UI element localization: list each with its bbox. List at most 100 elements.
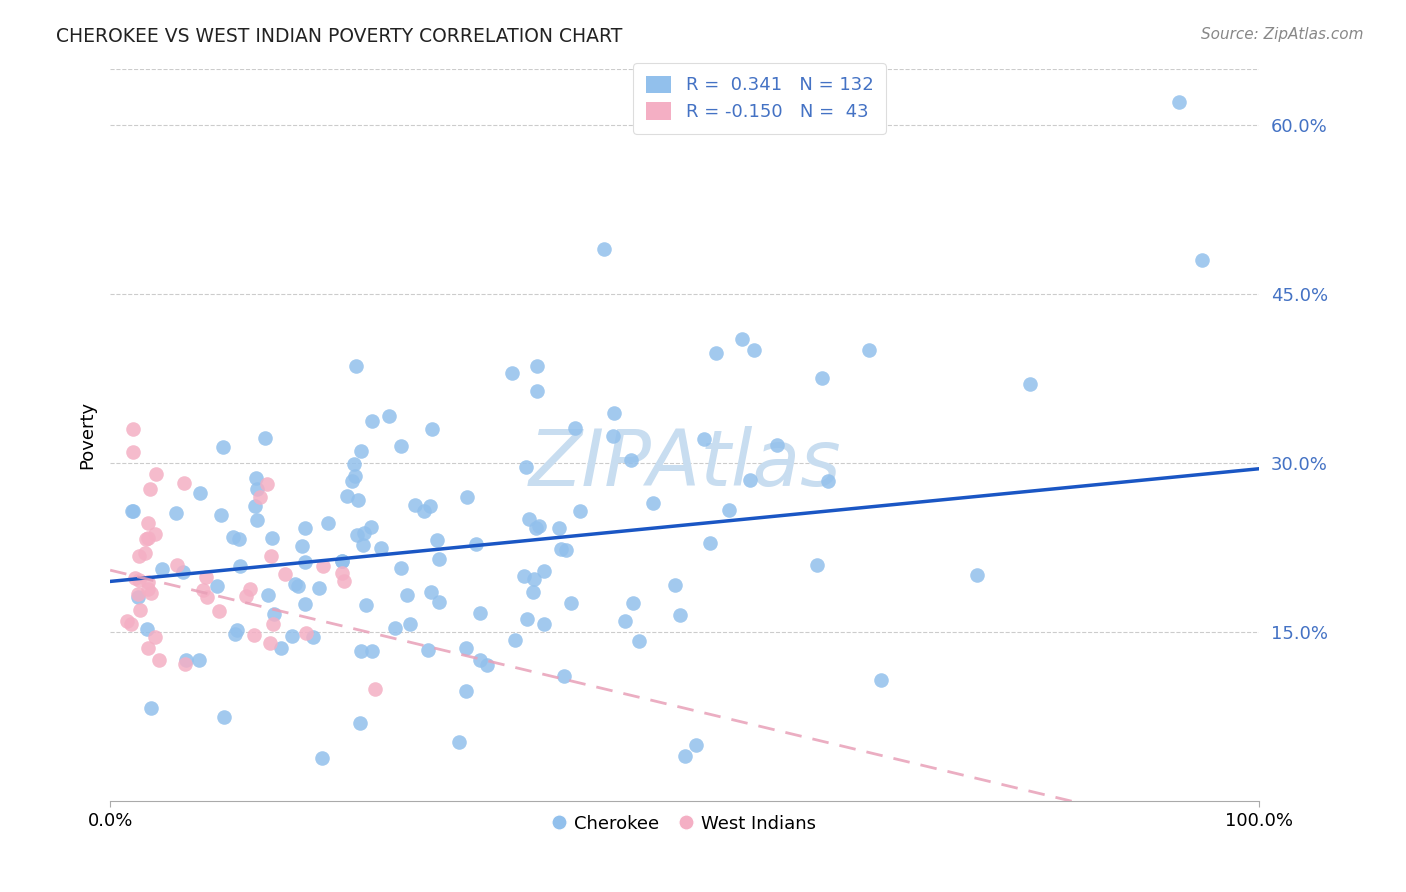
Point [260,531,283,545]
Point [523,572,546,586]
Point [370,541,392,555]
Point [527,519,550,533]
Point [602,429,624,443]
Point [811,371,834,385]
Point [173,657,195,672]
Point [136,516,159,530]
Point [330,566,353,580]
Point [505,633,527,648]
Point [193,583,215,598]
Point [136,574,159,589]
Point [692,432,714,446]
Point [245,471,267,485]
Point [384,622,406,636]
Point [533,564,555,578]
Point [363,681,385,696]
Point [195,590,218,604]
Point [333,574,356,588]
Point [246,482,269,496]
Point [740,474,762,488]
Point [477,657,499,672]
Point [243,628,266,642]
Point [172,565,194,579]
Point [378,409,401,423]
Point [122,422,145,436]
Point [136,582,159,596]
Point [420,422,443,436]
Point [122,444,145,458]
Point [517,512,540,526]
Point [429,552,451,566]
Point [308,581,330,595]
Point [468,606,491,620]
Point [205,579,228,593]
Point [344,359,367,373]
Point [346,492,368,507]
Point [404,498,426,512]
Point [621,596,644,610]
Point [145,467,167,482]
Point [127,587,149,601]
Point [389,560,412,574]
Legend: Cherokee, West Indians: Cherokee, West Indians [547,807,823,840]
Point [165,506,187,520]
Point [332,554,354,568]
Point [121,504,143,518]
Point [257,588,280,602]
Point [664,577,686,591]
Point [1168,95,1191,110]
Point [294,555,316,569]
Point [447,735,470,749]
Point [352,538,374,552]
Point [360,520,382,534]
Point [343,457,366,471]
Point [222,530,245,544]
Point [555,542,578,557]
Point [547,521,569,535]
Point [139,586,162,600]
Point [294,521,316,535]
Point [254,431,277,445]
Point [361,644,384,658]
Point [209,508,232,522]
Point [124,571,146,585]
Point [138,531,160,545]
Point [627,634,650,648]
Point [311,751,333,765]
Point [673,749,696,764]
Point [731,332,754,346]
Point [224,627,246,641]
Point [301,630,323,644]
Point [228,558,250,573]
Point [553,669,575,683]
Point [870,673,893,687]
Point [134,546,156,560]
Point [287,579,309,593]
Point [188,653,211,667]
Point [399,616,422,631]
Point [354,598,377,612]
Point [235,590,257,604]
Point [454,641,477,656]
Point [148,653,170,667]
Point [316,516,339,531]
Point [454,684,477,698]
Point [128,549,150,564]
Point [350,444,373,458]
Point [350,644,373,658]
Point [685,738,707,752]
Point [127,591,149,605]
Point [115,614,138,628]
Point [593,242,616,256]
Point [526,384,548,399]
Point [225,623,247,637]
Point [344,468,367,483]
Point [550,542,572,557]
Point [256,477,278,491]
Point [143,630,166,644]
Point [129,603,152,617]
Point [817,474,839,488]
Point [208,604,231,618]
Point [135,623,157,637]
Point [270,640,292,655]
